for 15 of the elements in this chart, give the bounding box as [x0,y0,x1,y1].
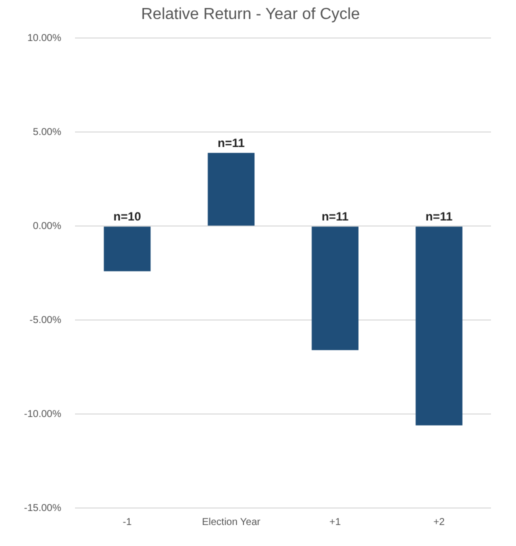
chart-title: Relative Return - Year of Cycle [141,6,360,24]
x-tick-label: +2 [433,516,446,528]
x-tick-label: +1 [329,516,342,528]
x-tick-label: -1 [122,516,132,528]
annotation: n=11 [426,209,453,224]
x-tick-label: Election Year [202,516,262,528]
y-tick-label: -10.00% [24,408,62,420]
annotation: n=11 [322,209,349,224]
annotation: n=11 [218,136,245,150]
y-tick-label: 10.00% [27,32,62,44]
annotation: n=10 [113,209,142,224]
y-tick-label: 5.00% [32,126,62,138]
y-tick-label: -5.00% [30,314,62,326]
y-tick-label: 0.00% [32,220,62,232]
y-tick-label: -15.00% [24,502,62,514]
